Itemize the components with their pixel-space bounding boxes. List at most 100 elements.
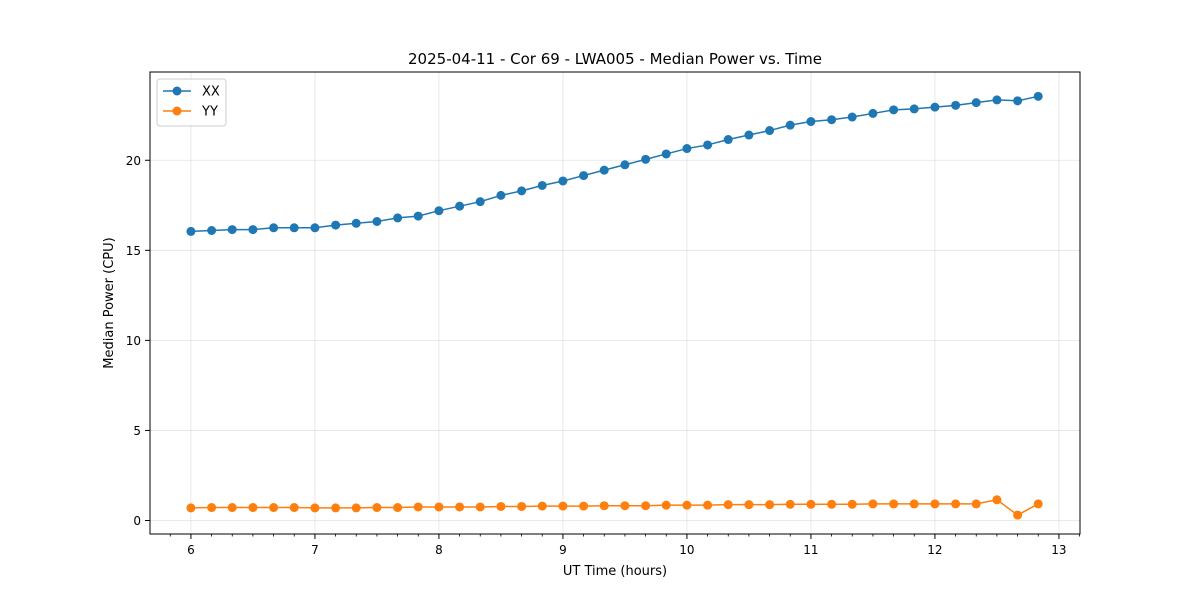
data-point-yy <box>1013 510 1023 520</box>
data-point-yy <box>744 500 754 510</box>
y-tick-label: 5 <box>133 424 141 438</box>
data-point-xx <box>496 190 506 200</box>
data-point-xx <box>930 102 940 112</box>
chart-title: 2025-04-11 - Cor 69 - LWA005 - Median Po… <box>408 50 822 68</box>
data-point-xx <box>372 216 382 226</box>
series <box>186 91 1043 520</box>
data-point-yy <box>475 502 485 512</box>
data-point-yy <box>951 499 961 509</box>
data-point-xx <box>434 206 444 216</box>
data-point-yy <box>579 501 589 511</box>
data-point-yy <box>641 501 651 511</box>
data-point-yy <box>682 500 692 510</box>
data-point-yy <box>806 499 816 509</box>
data-point-yy <box>599 501 609 511</box>
data-point-yy <box>537 501 547 511</box>
data-point-xx <box>889 105 899 115</box>
data-point-yy <box>868 499 878 509</box>
data-point-xx <box>620 160 630 170</box>
data-point-xx <box>475 197 485 207</box>
data-point-xx <box>806 117 816 127</box>
data-point-xx <box>847 112 857 122</box>
data-point-xx <box>909 104 919 114</box>
data-point-xx <box>579 171 589 181</box>
x-tick-label: 11 <box>803 543 818 557</box>
data-point-yy <box>413 502 423 512</box>
data-point-xx <box>703 140 713 150</box>
legend-label-yy: YY <box>201 105 218 120</box>
data-point-xx <box>248 225 258 235</box>
data-point-xx <box>289 223 299 233</box>
data-point-yy <box>620 501 630 511</box>
data-point-yy <box>971 499 981 509</box>
data-point-xx <box>537 180 547 190</box>
data-point-yy <box>289 503 299 513</box>
data-point-yy <box>785 499 795 509</box>
data-point-yy <box>207 503 217 513</box>
data-point-xx <box>1033 91 1043 101</box>
data-point-yy <box>455 502 465 512</box>
axis-ticks: 6 7 8 9 10 11 12 13 0 5 10 15 20 <box>126 154 1080 557</box>
data-point-xx <box>723 135 733 145</box>
data-point-xx <box>868 108 878 118</box>
y-axis-label: Median Power (CPU) <box>102 237 117 368</box>
data-point-yy <box>517 501 527 511</box>
data-point-xx <box>227 225 237 235</box>
x-tick-label: 7 <box>311 543 319 557</box>
data-point-xx <box>558 176 568 186</box>
data-point-xx <box>269 223 279 233</box>
data-point-yy <box>434 502 444 512</box>
series-xx <box>186 91 1043 236</box>
data-point-xx <box>785 120 795 130</box>
data-point-xx <box>951 100 961 110</box>
data-point-xx <box>827 115 837 125</box>
data-point-xx <box>661 149 671 159</box>
data-point-yy <box>930 499 940 509</box>
x-tick-label: 8 <box>435 543 443 557</box>
grid <box>150 72 1080 534</box>
data-point-xx <box>765 126 775 136</box>
data-point-xx <box>351 218 361 228</box>
x-tick-label: 6 <box>187 543 195 557</box>
data-point-yy <box>186 503 196 513</box>
data-point-xx <box>331 220 341 230</box>
legend-label-xx: XX <box>202 85 220 100</box>
data-point-yy <box>723 500 733 510</box>
y-tick-label: 0 <box>133 514 141 528</box>
x-tick-label: 13 <box>1051 543 1066 557</box>
data-point-yy <box>909 499 919 509</box>
data-point-yy <box>558 501 568 511</box>
data-point-yy <box>496 501 506 511</box>
data-point-xx <box>186 226 196 236</box>
y-tick-label: 15 <box>126 244 141 258</box>
data-point-yy <box>248 503 258 513</box>
legend-marker-xx <box>172 86 182 96</box>
data-point-yy <box>847 499 857 509</box>
data-point-xx <box>207 226 217 236</box>
data-point-yy <box>393 503 403 513</box>
data-point-yy <box>889 499 899 509</box>
x-tick-label: 10 <box>679 543 694 557</box>
data-point-yy <box>310 503 320 513</box>
data-point-yy <box>227 503 237 513</box>
data-point-xx <box>599 165 609 175</box>
data-point-xx <box>971 98 981 108</box>
data-point-xx <box>1013 96 1023 106</box>
x-axis-label: UT Time (hours) <box>563 564 667 579</box>
x-tick-label: 9 <box>559 543 567 557</box>
data-point-xx <box>682 144 692 154</box>
data-point-yy <box>992 495 1002 505</box>
data-point-xx <box>310 223 320 233</box>
data-point-xx <box>393 213 403 223</box>
data-point-yy <box>372 503 382 513</box>
data-point-xx <box>744 130 754 140</box>
y-tick-label: 10 <box>126 334 141 348</box>
data-point-yy <box>269 503 279 513</box>
data-point-yy <box>703 500 713 510</box>
legend: XX YY <box>156 78 227 127</box>
data-point-xx <box>517 186 527 196</box>
data-point-yy <box>765 500 775 510</box>
data-point-xx <box>641 154 651 164</box>
data-point-yy <box>827 499 837 509</box>
